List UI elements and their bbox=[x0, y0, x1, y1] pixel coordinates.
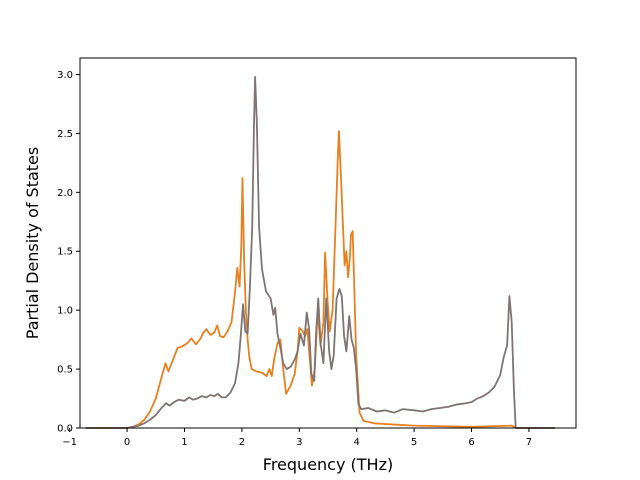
y-axis-ticks: 0.0 0.5 1.0 1.5 2.0 2.5 3.0 bbox=[57, 70, 80, 435]
x-tick-label: 1 bbox=[181, 437, 187, 448]
y-tick-label: 3.0 bbox=[57, 70, 73, 81]
x-tick-label: −1 bbox=[62, 437, 77, 448]
series-line-1 bbox=[85, 130, 555, 429]
series-line-2 bbox=[85, 75, 555, 429]
x-tick-label: 0 bbox=[124, 437, 130, 448]
x-tick-label: 3 bbox=[296, 437, 302, 448]
x-tick-label: 6 bbox=[468, 437, 474, 448]
x-tick-label: 5 bbox=[411, 437, 417, 448]
series-layer bbox=[85, 75, 555, 429]
y-tick-label: 0.0 bbox=[57, 424, 73, 435]
x-axis-ticks: −1 0 1 2 3 4 5 6 7 bbox=[62, 428, 532, 448]
y-tick-label: 2.5 bbox=[57, 129, 73, 140]
x-tick-label: 2 bbox=[239, 437, 245, 448]
plot-area bbox=[80, 58, 576, 428]
y-tick-label: 2.0 bbox=[57, 188, 73, 199]
y-axis-label: Partial Density of States bbox=[23, 147, 42, 339]
x-axis-label: Frequency (THz) bbox=[263, 455, 393, 474]
x-tick-label: 4 bbox=[354, 437, 360, 448]
y-tick-label: 1.0 bbox=[57, 306, 73, 317]
plot-frame bbox=[79, 57, 577, 429]
y-tick-label: 0.5 bbox=[57, 365, 73, 376]
y-tick-label: 1.5 bbox=[57, 247, 73, 258]
x-tick-label: 7 bbox=[526, 437, 532, 448]
